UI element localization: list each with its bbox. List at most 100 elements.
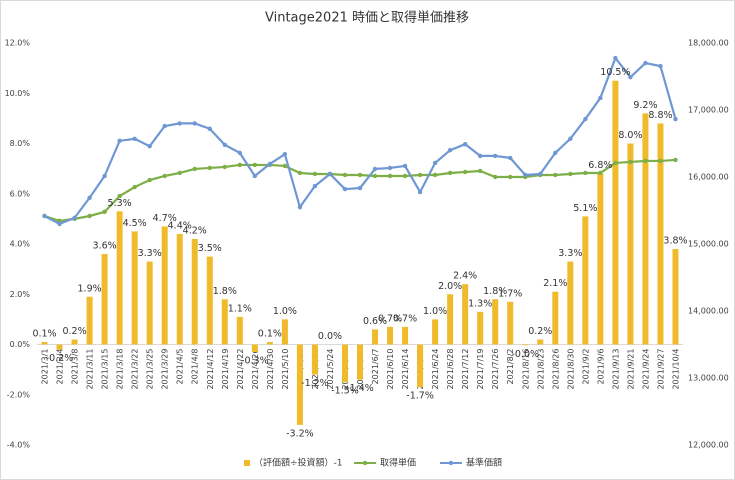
bar <box>146 261 153 345</box>
x-tick-label: 2021/8/26 <box>551 349 560 390</box>
line-marker <box>462 141 468 147</box>
bar <box>612 80 619 345</box>
line-marker <box>568 171 573 177</box>
line-marker <box>508 174 513 180</box>
bar <box>492 299 499 345</box>
data-label: 4.5% <box>123 218 147 229</box>
x-tick-label: 2021/5/10 <box>281 349 290 390</box>
bar <box>191 238 198 345</box>
data-label: 6.8% <box>588 160 612 171</box>
line-marker <box>613 160 618 166</box>
data-label: -0.0% <box>511 349 539 360</box>
bar <box>417 344 424 388</box>
x-tick-label: 2021/8/2 <box>506 349 515 385</box>
data-label: -1.2% <box>301 378 329 389</box>
line-marker <box>477 168 483 174</box>
line-marker <box>132 136 137 142</box>
bar <box>161 226 168 345</box>
line-marker <box>162 123 167 129</box>
data-label: 1.1% <box>228 303 252 314</box>
line-marker <box>147 177 152 183</box>
x-tick-label: 2021/9/24 <box>641 349 650 390</box>
bar <box>642 113 649 345</box>
y2-tick-label: 15,000.00 <box>688 240 729 249</box>
bar <box>522 344 529 346</box>
y2-tick-label: 14,000.00 <box>688 307 729 316</box>
line-marker <box>87 195 92 200</box>
line-marker <box>628 74 633 80</box>
line-marker <box>192 121 197 126</box>
x-tick-label: 2021/4/30 <box>266 349 275 390</box>
bar <box>507 301 514 345</box>
data-label: 2.1% <box>543 278 567 289</box>
bar <box>552 291 559 345</box>
line-marker <box>387 173 393 179</box>
bar <box>176 233 183 345</box>
data-label: 3.3% <box>558 248 582 259</box>
bar <box>582 216 589 345</box>
line-marker <box>222 142 227 148</box>
data-label: 1.9% <box>78 283 102 294</box>
data-label: 5.1% <box>573 203 597 214</box>
line-marker <box>508 155 513 161</box>
bar <box>221 299 228 345</box>
y-tick-label: 2.0% <box>10 290 31 299</box>
data-label: 10.5% <box>600 67 630 78</box>
bar <box>387 326 394 345</box>
legend-swatch <box>362 460 368 466</box>
x-tick-label: 2021/7/26 <box>491 349 500 390</box>
line-marker <box>207 126 212 131</box>
line-marker <box>117 138 122 144</box>
data-label: 1.8% <box>213 286 237 297</box>
line-marker <box>237 150 243 156</box>
x-tick-label: 2021/3/4 <box>56 349 65 385</box>
line-marker <box>222 164 227 170</box>
line-marker <box>342 186 348 192</box>
x-tick-label: 2021/8/23 <box>536 349 545 390</box>
legend-swatch <box>244 460 250 466</box>
bar <box>56 344 63 350</box>
line-marker <box>447 170 453 176</box>
x-tick-label: 2021/5/24 <box>326 349 335 390</box>
line-marker <box>432 172 438 178</box>
line-marker <box>462 169 468 175</box>
data-label: 4.7% <box>153 213 177 224</box>
data-label: 2.4% <box>453 271 477 282</box>
line-marker <box>583 116 588 122</box>
line-marker <box>57 218 62 224</box>
line-marker <box>643 60 648 66</box>
line-marker <box>553 172 558 178</box>
x-tick-label: 2021/6/7 <box>371 349 380 385</box>
chart-title: Vintage2021 時価と取得単価推移 <box>265 10 469 26</box>
y-tick-label: 0.0% <box>10 340 31 349</box>
bar <box>477 311 484 345</box>
x-tick-label: 2021/9/2 <box>581 349 590 385</box>
legend-label: 取得単価 <box>380 457 416 469</box>
line-marker <box>477 153 483 159</box>
data-label: -1.7% <box>406 391 434 402</box>
data-label: -1.4% <box>346 383 374 394</box>
data-label: 1.0% <box>273 306 297 317</box>
line-marker <box>357 185 363 191</box>
data-label: 8.8% <box>648 110 672 121</box>
data-label: 0.7% <box>378 313 402 324</box>
data-label: 5.3% <box>108 198 132 209</box>
bar <box>537 339 544 345</box>
line-marker <box>312 171 318 177</box>
data-label: 8.0% <box>618 130 642 141</box>
line-marker <box>342 172 348 178</box>
line-marker <box>42 213 47 219</box>
data-label: 3.3% <box>138 248 162 259</box>
x-tick-label: 2021/9/13 <box>611 349 620 390</box>
line-marker <box>282 163 288 169</box>
data-label: 0.1% <box>258 328 282 339</box>
legend-label: （評価額÷投資額）-1 <box>254 457 343 469</box>
line-marker <box>252 162 258 168</box>
line-marker <box>102 173 107 179</box>
line-marker <box>417 189 423 195</box>
x-tick-label: 2021/4/26 <box>251 349 260 390</box>
line-marker <box>297 204 303 210</box>
data-label: -0.3% <box>241 356 269 367</box>
line-marker <box>372 173 378 179</box>
x-tick-label: 2021/7/19 <box>476 349 485 390</box>
